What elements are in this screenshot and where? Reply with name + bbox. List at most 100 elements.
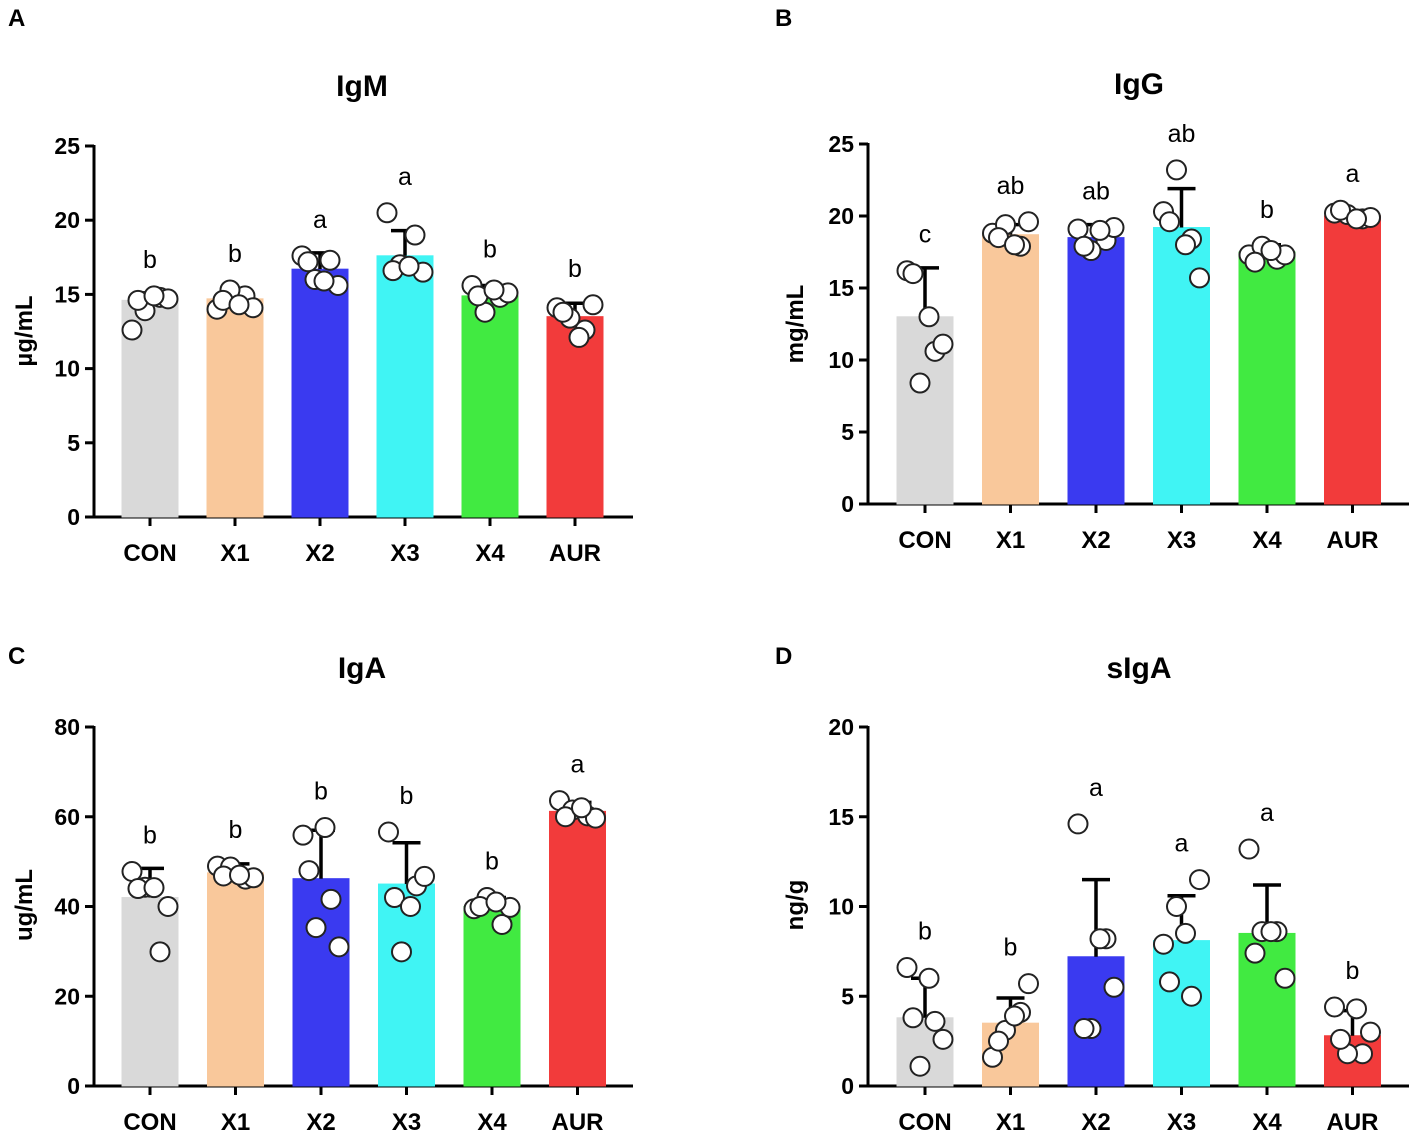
significance-letter: a <box>571 751 585 779</box>
chart-title-c: IgA <box>338 652 386 685</box>
y-tick-label: 20 <box>828 714 854 740</box>
data-point <box>909 372 931 394</box>
data-point <box>1346 998 1367 1020</box>
panel-letter-d: D <box>775 643 792 670</box>
x-tick-label: X3 <box>1167 1109 1196 1136</box>
data-point <box>121 319 143 341</box>
y-tick-label: 0 <box>67 1073 80 1099</box>
data-point <box>1324 996 1345 1018</box>
y-tick-label: 5 <box>841 983 854 1009</box>
panel-d: D sIgA ng/g 0 5 10 15 20 CON b X1 b X2 a X3 a X4 a AUR b <box>775 643 1409 1136</box>
bar <box>292 878 350 1087</box>
x-tick-label: AUR <box>1327 1109 1379 1136</box>
data-point <box>485 891 507 913</box>
y-tick-label: 15 <box>54 281 80 307</box>
y-tick-label: 80 <box>54 714 80 740</box>
chart-area-a: 0 5 10 15 20 25 CON b X1 b X2 a X3 a X4 b AUR b <box>54 133 633 567</box>
data-point <box>376 202 398 224</box>
data-point <box>571 797 592 819</box>
data-point <box>1018 973 1039 995</box>
data-point <box>552 301 574 323</box>
significance-letter: b <box>1346 957 1360 985</box>
data-point <box>483 279 505 301</box>
chart-title-a: IgM <box>336 70 388 103</box>
data-point <box>918 967 940 989</box>
data-point <box>1238 838 1260 860</box>
data-point <box>491 913 513 935</box>
data-point <box>143 877 165 899</box>
x-tick-label: X3 <box>390 540 419 567</box>
y-tick-label: 5 <box>67 430 80 456</box>
data-point <box>400 896 421 917</box>
panel-letter-b: B <box>775 5 792 32</box>
data-point <box>988 1030 1009 1052</box>
significance-letter: b <box>1260 196 1274 224</box>
data-point <box>313 270 335 292</box>
x-tick-label: X4 <box>475 540 505 567</box>
data-point <box>1189 869 1210 891</box>
significance-letter: a <box>398 163 412 191</box>
y-tick-label: 20 <box>54 983 80 1009</box>
chart-title-d: sIgA <box>1106 652 1171 685</box>
bar <box>121 897 179 1087</box>
data-point <box>314 817 336 839</box>
bar <box>1324 215 1381 505</box>
bar <box>378 883 435 1087</box>
data-point <box>1089 219 1111 241</box>
data-point <box>298 860 320 882</box>
x-tick-label: X2 <box>1081 1109 1110 1136</box>
significance-letter: b <box>228 240 242 268</box>
data-point <box>320 888 342 910</box>
x-tick-label: X2 <box>1081 527 1110 554</box>
data-point <box>1346 208 1367 230</box>
x-tick-label: X2 <box>305 540 334 567</box>
data-point <box>909 1055 931 1077</box>
significance-letter: b <box>568 255 582 283</box>
data-point <box>1073 1018 1095 1040</box>
data-point <box>1244 251 1266 273</box>
data-point <box>896 957 918 979</box>
y-tick-label: 0 <box>841 1073 854 1099</box>
chart-area-b: 0 5 10 15 20 25 CON c X1 ab X2 ab X3 ab X4 b AUR a <box>828 120 1409 554</box>
data-point <box>1175 922 1196 944</box>
x-tick-label: AUR <box>549 540 601 567</box>
x-tick-label: X1 <box>996 527 1025 554</box>
significance-letter: a <box>313 206 327 234</box>
data-point <box>414 865 435 887</box>
x-tick-label: X4 <box>1252 1109 1282 1136</box>
significance-letter: a <box>1260 799 1274 827</box>
bar <box>207 872 264 1087</box>
bar <box>1238 251 1296 505</box>
significance-letter: b <box>143 246 157 274</box>
y-axis-label-d: ng/g <box>782 880 809 931</box>
data-point <box>1181 985 1202 1007</box>
data-point <box>378 821 399 843</box>
y-tick-label: 20 <box>54 207 80 233</box>
panel-b: B IgG mg/mL 0510152025CONcX1abX2abX3abX4… <box>775 5 1409 554</box>
x-tick-label: X1 <box>996 1109 1025 1136</box>
data-point <box>924 1010 946 1032</box>
data-point <box>292 824 314 846</box>
panel-a: A IgM µg/mL 0 5 10 15 20 25 CON b X1 b X2 a X3 a X4 b AU… <box>8 5 633 567</box>
significance-letter: a <box>1175 830 1189 858</box>
data-point <box>297 251 319 273</box>
significance-letter: b <box>229 816 243 844</box>
data-point <box>1330 199 1351 221</box>
y-tick-label: 20 <box>828 203 854 229</box>
significance-letter: ab <box>997 172 1025 200</box>
significance-letter: b <box>483 235 497 263</box>
data-point <box>1274 967 1296 989</box>
data-point <box>404 224 426 246</box>
data-point <box>1175 234 1196 256</box>
data-point <box>932 333 954 355</box>
x-tick-label: CON <box>898 1109 951 1136</box>
y-tick-label: 25 <box>828 131 854 157</box>
x-tick-label: CON <box>123 540 176 567</box>
data-point <box>1189 267 1210 289</box>
data-point <box>1260 921 1282 943</box>
chart-area-c: 0 20 40 60 80 CON b X1 b X2 b X3 b X4 b AUR a <box>54 714 633 1136</box>
y-tick-label: 15 <box>828 275 854 301</box>
y-tick-label: 0 <box>67 504 80 530</box>
y-axis-label-c: ug/mL <box>11 869 38 941</box>
